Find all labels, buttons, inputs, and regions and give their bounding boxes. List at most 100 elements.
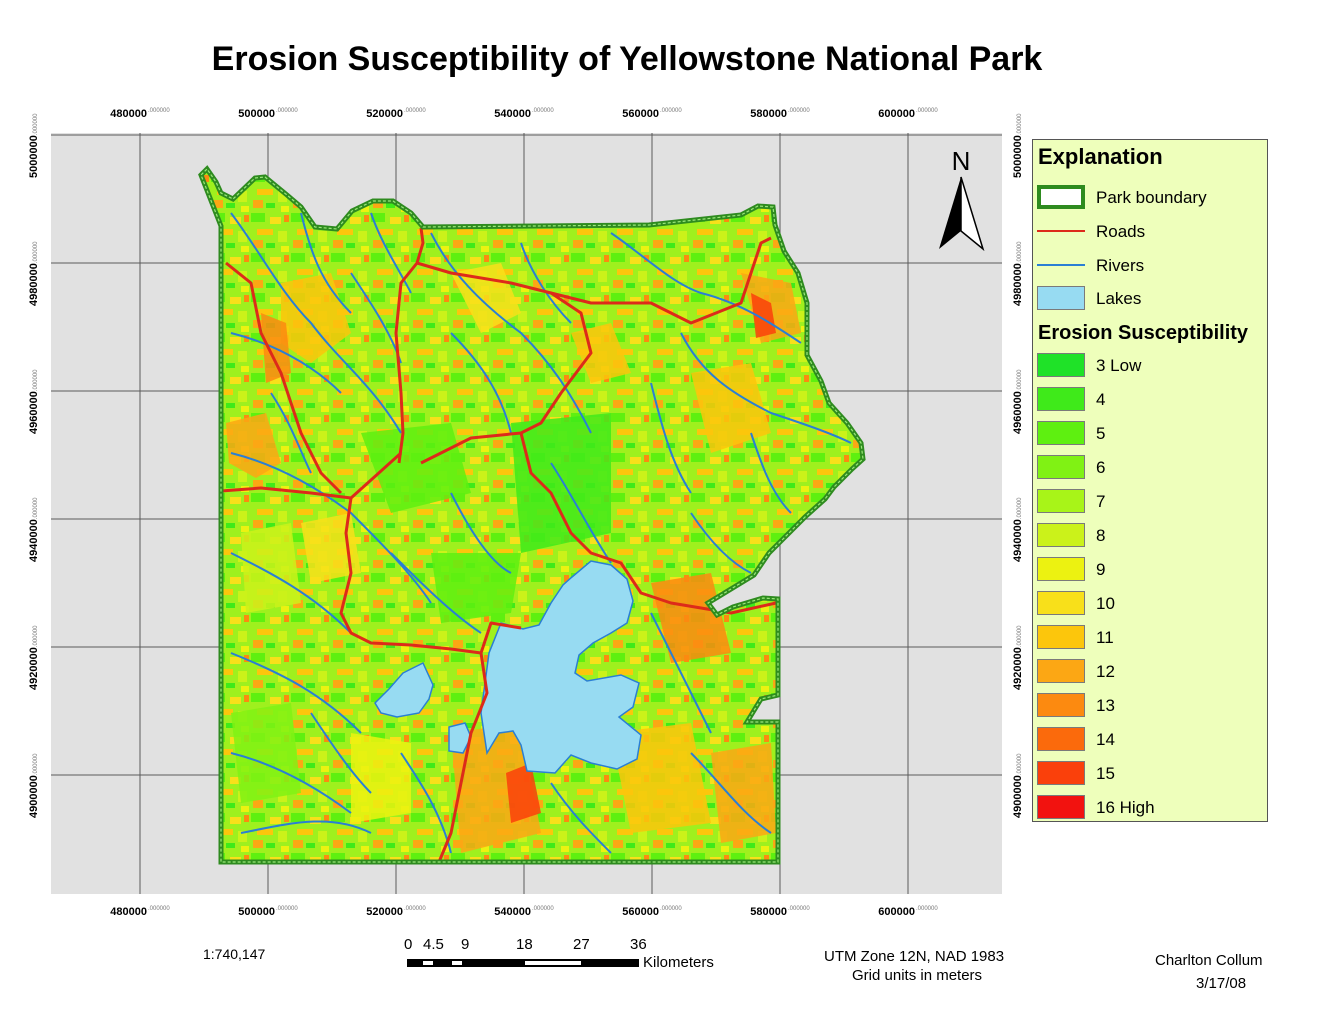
class-swatch <box>1037 727 1085 751</box>
road <box>550 236 772 325</box>
river <box>390 552 482 634</box>
class-swatch <box>1037 523 1085 547</box>
legend-class-row: 10 <box>1037 591 1265 617</box>
river <box>230 332 342 394</box>
river <box>520 242 572 324</box>
easting-label: 500000.000000 <box>238 108 298 120</box>
river <box>430 232 592 434</box>
map-canvas[interactable]: N <box>51 133 1002 894</box>
shoshone-lake <box>374 661 434 718</box>
easting-label: 580000.000000 <box>750 108 810 120</box>
scale-ratio: 1:740,147 <box>203 946 266 962</box>
scale-tick-label: 18 <box>516 936 533 953</box>
road <box>416 261 593 465</box>
easting-label: 600000.000000 <box>878 906 938 918</box>
scale-tick-label: 36 <box>630 936 647 953</box>
legend-class-row: 3 Low <box>1037 353 1265 379</box>
north-arrow-icon <box>939 176 985 252</box>
class-label: 15 <box>1096 764 1115 783</box>
easting-label: 600000.000000 <box>878 108 938 120</box>
class-label: 6 <box>1096 458 1106 477</box>
north-arrow-label: N <box>952 146 971 176</box>
river <box>370 212 412 294</box>
rivers-layer <box>230 212 852 854</box>
river <box>650 612 712 734</box>
lewis-lake <box>448 722 472 754</box>
legend-item-roads: Roads <box>1037 219 1265 245</box>
map-title: Erosion Susceptibility of Yellowstone Na… <box>211 40 1043 78</box>
scale-tick-label: 9 <box>461 936 470 953</box>
scale-bar-graphic <box>407 959 639 967</box>
legend-class-row: 5 <box>1037 421 1265 447</box>
class-label: 16 High <box>1096 798 1155 817</box>
park-boundary-swatch <box>1037 185 1085 209</box>
legend-panel: Explanation Park boundary Roads Rivers L… <box>1032 139 1268 822</box>
river <box>690 752 772 834</box>
legend-class-row: 11 <box>1037 625 1265 651</box>
rivers-swatch <box>1037 264 1085 266</box>
legend-label: Park boundary <box>1096 188 1207 207</box>
legend-title: Explanation <box>1038 144 1163 169</box>
class-label: 12 <box>1096 662 1115 681</box>
legend-class-row: 16 High <box>1037 795 1265 821</box>
susceptibility-patch <box>361 423 471 513</box>
river <box>310 712 372 794</box>
susceptibility-patch <box>351 733 411 823</box>
class-swatch <box>1037 421 1085 445</box>
susceptibility-patch <box>431 553 521 623</box>
northing-label: 4980000.000000 <box>28 241 40 306</box>
class-swatch <box>1037 761 1085 785</box>
easting-label: 520000.000000 <box>366 906 426 918</box>
road <box>519 432 777 615</box>
class-label: 7 <box>1096 492 1106 511</box>
river <box>230 452 432 604</box>
river <box>230 212 402 434</box>
scale-tick-label: 4.5 <box>423 936 444 953</box>
river <box>680 332 852 444</box>
legend-class-row: 6 <box>1037 455 1265 481</box>
easting-label: 560000.000000 <box>622 108 682 120</box>
susceptibility-patch <box>506 763 541 823</box>
lakes-layer <box>374 560 642 774</box>
northing-label: 4920000.000000 <box>1012 625 1024 690</box>
easting-label: 500000.000000 <box>238 906 298 918</box>
easting-label: 560000.000000 <box>622 906 682 918</box>
easting-label: 480000.000000 <box>110 108 170 120</box>
river <box>550 782 612 854</box>
class-label: 13 <box>1096 696 1115 715</box>
road <box>394 227 425 464</box>
roads-layer <box>220 227 777 862</box>
easting-label: 520000.000000 <box>366 108 426 120</box>
northing-label: 4920000.000000 <box>28 625 40 690</box>
class-swatch <box>1037 659 1085 683</box>
class-swatch <box>1037 455 1085 479</box>
easting-label: 480000.000000 <box>110 906 170 918</box>
road <box>339 497 482 655</box>
legend-item-lakes: Lakes <box>1037 286 1265 312</box>
north-arrow: N <box>939 146 985 252</box>
river <box>240 820 372 834</box>
author-date: 3/17/08 <box>1196 975 1247 992</box>
class-swatch <box>1037 591 1085 615</box>
yellowstone-lake <box>480 560 642 774</box>
class-swatch <box>1037 625 1085 649</box>
susceptibility-patch <box>691 363 771 453</box>
susceptibility-patch <box>281 273 351 363</box>
class-label: 3 Low <box>1096 356 1142 375</box>
map-frame: N <box>51 133 1002 894</box>
river <box>690 512 752 574</box>
northing-label: 5000000.000000 <box>1012 113 1024 178</box>
easting-label: 580000.000000 <box>750 906 810 918</box>
roads-swatch <box>1037 230 1085 232</box>
easting-label: 540000.000000 <box>494 906 554 918</box>
legend-label: Rivers <box>1096 256 1145 275</box>
class-swatch <box>1037 353 1085 377</box>
easting-label: 540000.000000 <box>494 108 554 120</box>
class-label: 14 <box>1096 730 1115 749</box>
northing-label: 4960000.000000 <box>1012 369 1024 434</box>
river <box>450 492 512 574</box>
river <box>230 652 362 734</box>
legend-class-row: 14 <box>1037 727 1265 753</box>
scale-tick-label: 27 <box>573 936 590 953</box>
river <box>270 392 312 474</box>
